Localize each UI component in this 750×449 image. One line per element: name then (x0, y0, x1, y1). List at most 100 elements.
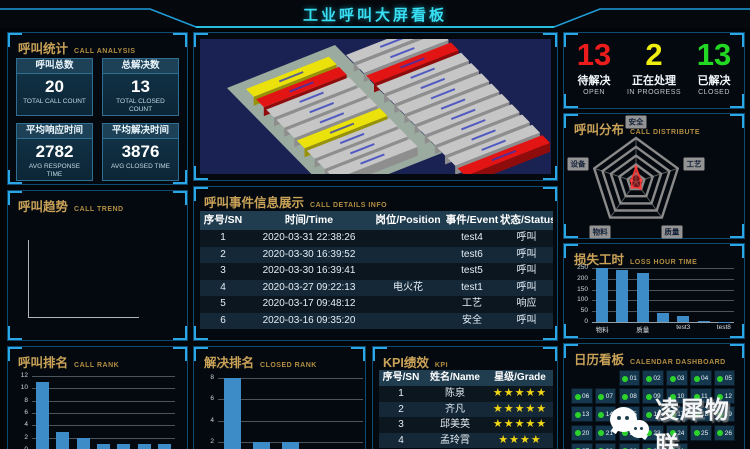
panel-call-details: 呼叫事件信息展示 CALL DETAILS INFO 序号/SN 时间/Time 岗位… (193, 186, 558, 341)
table-cell: 电火花 (372, 279, 444, 296)
table-cell: test1 (444, 279, 500, 296)
gridline (32, 376, 175, 377)
stat-caption: TOTAL CLOSED COUNT (116, 98, 165, 113)
status-dot (598, 393, 605, 400)
status-value: 13 (696, 37, 732, 72)
calendar-day-cell: 10 (666, 388, 688, 405)
stat-label: 呼叫总数 (17, 59, 92, 74)
status-dot (669, 430, 676, 437)
panel-subtitle: CALL DETAILS INFO (310, 202, 388, 209)
call-rank-bar-chart: 0 2 4 6 8 10 12 (8, 347, 187, 449)
day-number: 01 (629, 375, 637, 382)
stat-value: 20 (45, 77, 64, 96)
bar (158, 443, 172, 449)
table-cell: 陈泉 (423, 386, 487, 402)
calendar-day-cell: 08 (618, 388, 641, 405)
day-number: 03 (677, 375, 685, 382)
panel-title: KPI绩效 (383, 356, 429, 370)
table-cell: test4 (444, 230, 500, 247)
factory-block-label-mark (379, 39, 404, 48)
radar-axis-label: 设备 (567, 157, 589, 171)
day-number: 30 (653, 448, 660, 449)
calendar-day-cell: 09 (642, 388, 664, 405)
calendar-day-cell: 05 (713, 370, 736, 386)
table-cell: 3 (200, 263, 246, 280)
status-dot (574, 430, 581, 437)
panel-subtitle: CALL RANK (74, 362, 120, 369)
gridline (32, 388, 175, 390)
bar (76, 437, 90, 449)
calendar-day-cell: 24 (666, 424, 688, 441)
panel-call-trend: 呼叫趋势 CALL TREND (7, 190, 188, 341)
factory-block-label-mark (319, 112, 345, 124)
bar (636, 273, 649, 322)
y-tick-label: 8 (24, 396, 28, 404)
panel-subtitle: CALENDAR DASHBOARD (630, 359, 726, 366)
calendar-day-cell: 03 (666, 370, 688, 386)
day-number: 19 (724, 411, 733, 419)
table-cell: 工艺 (444, 296, 500, 313)
bar (596, 268, 609, 322)
panel-kpi: KPI绩效 KPI 序号/SN 姓名/Name 星级/Grade 1 陈泉 ★★★★★ 2 齐凡… (372, 346, 558, 449)
status-label: 待解决 (577, 75, 611, 87)
factory-block-label-mark (360, 153, 385, 165)
star-rating: ★★★★★ (487, 417, 553, 433)
radar-axis-label: 质量 (661, 225, 683, 239)
x-tick-label: 质量 (636, 327, 650, 334)
call-details-table: 序号/SN 时间/Time 岗位/Position 事件/Event 状态/Status… (200, 211, 553, 329)
status-dot (645, 393, 652, 400)
table-cell: 邱美英 (423, 417, 487, 433)
calendar-day-cell: 11 (690, 388, 712, 405)
status-dot (717, 393, 724, 400)
panel-loss-hour: 损失工时 LOSS HOUR TIME 0 50 100 150 200 250 物料 质量 te… (563, 243, 745, 339)
y-tick-label: 250 (577, 264, 588, 271)
table-row: 2 齐凡 ★★★★★ (379, 401, 553, 417)
panel-factory-3d-map (193, 32, 558, 181)
factory-block-label-mark (471, 129, 496, 141)
day-number: 21 (605, 429, 614, 437)
gridline (218, 420, 363, 422)
table-cell: 2020-03-30 16:39:52 (246, 246, 372, 263)
gridline (32, 400, 175, 402)
table-cell: 3 (379, 417, 423, 433)
calendar-day-cell: 19 (713, 406, 736, 423)
table-cell: 5 (200, 296, 246, 313)
table-cell (372, 296, 444, 313)
panel-title: 呼叫统计 (18, 42, 69, 56)
empty-chart-axes (28, 240, 139, 318)
table-row: 3 2020-03-30 16:39:41 test5 呼叫 (200, 263, 553, 280)
status-row: 13 待解决 OPEN 2 正在处理 IN PROGRESS 13 已解决 CLOSED (564, 37, 744, 97)
calendar-day-cell: 18 (690, 406, 712, 423)
status-caption: OPEN (583, 89, 605, 96)
bar (35, 382, 49, 449)
factory-block-label-mark (349, 143, 375, 155)
panel-subtitle: LOSS HOUR TIME (630, 259, 698, 266)
column-header: 状态/Status (500, 211, 553, 230)
table-cell: 呼叫 (500, 230, 553, 247)
stat-label: 平均解决时间 (103, 124, 178, 139)
stat-caption: AVG RESPONSE TIME (28, 163, 81, 178)
gridline (32, 425, 175, 427)
panel-title: 呼叫趋势 (18, 200, 69, 214)
factory-block-label-mark (339, 132, 365, 145)
y-tick-label: 0 (8, 446, 28, 449)
panel-call-rank: 呼叫排名 CALL RANK 0 2 4 6 8 10 12 (7, 346, 188, 449)
closed-rank-bar-chart: 02468 (194, 347, 365, 449)
day-number: 08 (629, 393, 637, 401)
day-number: 09 (653, 393, 661, 401)
day-number: 04 (701, 375, 709, 382)
bar (253, 441, 270, 449)
column-header: 序号/SN (200, 211, 246, 230)
panel-subtitle: CALL ANALYSIS (74, 48, 136, 55)
factory-block-label-mark (491, 149, 517, 162)
stat-box: 总解决数 13 TOTAL CLOSED COUNT (102, 58, 179, 116)
column-header: 时间/Time (246, 211, 372, 230)
stats-grid: 呼叫总数 20 TOTAL CALL COUNT 总解决数 13 TOTAL CLOSED… (16, 58, 179, 181)
gridline (592, 322, 734, 323)
calendar-day-cell: 27 (571, 442, 593, 449)
gridline (218, 399, 363, 401)
gridline (32, 413, 175, 414)
y-tick-label: 2 (210, 437, 214, 445)
factory-block-label-mark (390, 47, 415, 59)
factory-block-label-mark (430, 88, 456, 100)
